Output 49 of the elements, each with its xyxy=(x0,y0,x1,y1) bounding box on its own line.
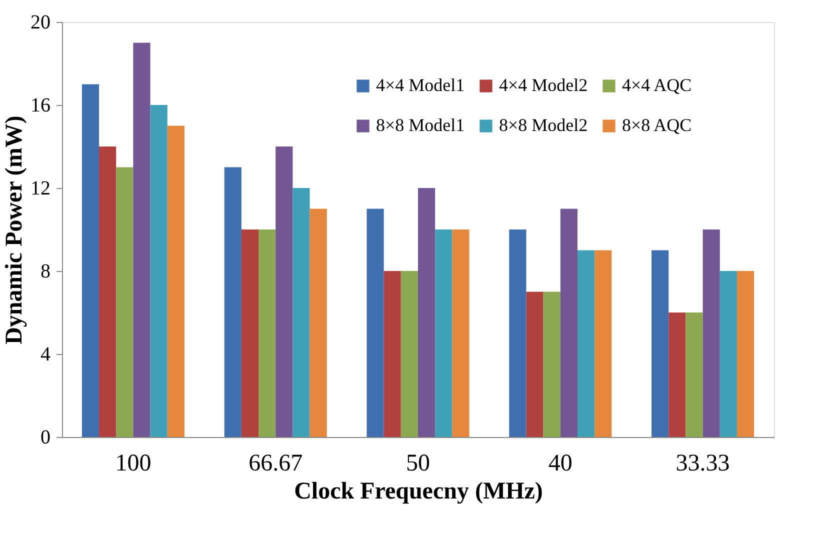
bar xyxy=(686,312,703,437)
legend-label: 4×4 Model1 xyxy=(376,75,465,95)
y-tick-label: 8 xyxy=(40,260,50,282)
x-tick-label: 66.67 xyxy=(248,450,303,476)
bar xyxy=(560,208,578,437)
y-tick-label: 20 xyxy=(30,12,50,34)
bar xyxy=(418,188,436,437)
x-tick-label: 33.33 xyxy=(676,450,730,476)
bar xyxy=(133,42,150,437)
x-tick-label: 50 xyxy=(406,450,430,476)
bar xyxy=(241,230,259,437)
bar xyxy=(435,230,452,437)
y-axis-title: Dynamic Power (mW) xyxy=(2,116,28,344)
x-axis-title: Clock Frequecny (MHz) xyxy=(294,478,543,504)
bar xyxy=(452,230,470,437)
bar xyxy=(82,84,100,437)
bar xyxy=(652,250,669,437)
y-tick-label: 0 xyxy=(40,426,50,448)
bar xyxy=(258,230,276,437)
y-tick-label: 12 xyxy=(30,178,50,200)
bar xyxy=(702,230,720,437)
y-tick-label: 4 xyxy=(40,344,50,366)
x-tick-label: 100 xyxy=(115,450,152,476)
bar xyxy=(720,271,737,437)
bar xyxy=(276,146,293,437)
bar xyxy=(292,188,310,437)
legend-label: 8×8 AQC xyxy=(622,115,692,135)
x-tick-label: 40 xyxy=(548,450,572,476)
bar xyxy=(526,292,544,437)
bar xyxy=(400,271,418,437)
legend-label: 8×8 Model1 xyxy=(376,115,465,135)
bar xyxy=(224,167,242,437)
legend-label: 4×4 Model2 xyxy=(499,75,588,95)
bar xyxy=(577,250,595,437)
bar xyxy=(668,312,686,437)
bar xyxy=(384,271,401,437)
bar xyxy=(366,208,384,437)
bar xyxy=(594,250,612,437)
bar xyxy=(150,105,168,437)
legend-label: 8×8 Model2 xyxy=(499,115,588,135)
bar xyxy=(543,292,560,437)
bar xyxy=(310,208,327,437)
legend-label: 4×4 AQC xyxy=(622,75,692,95)
bar xyxy=(509,230,526,437)
bar xyxy=(116,167,134,437)
bar xyxy=(736,271,754,437)
bar xyxy=(167,126,184,437)
bar xyxy=(99,146,116,437)
y-tick-label: 16 xyxy=(30,94,50,116)
